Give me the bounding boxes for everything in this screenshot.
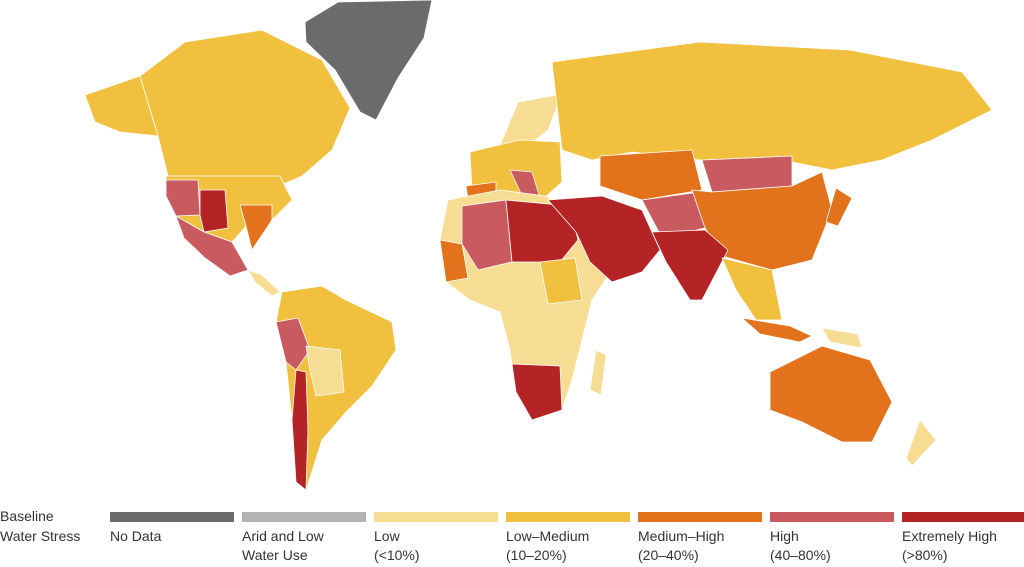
indonesia: [741, 317, 813, 343]
algeria: [461, 199, 513, 271]
greenland: [304, 0, 433, 121]
legend-title: Water Stress: [0, 528, 80, 544]
legend-label: (>80%): [902, 547, 948, 563]
bolivia-paraguay: [305, 345, 345, 397]
new-guinea: [821, 327, 863, 349]
legend-swatch: [110, 512, 234, 522]
india: [651, 229, 729, 301]
mexico: [175, 215, 249, 277]
canada: [139, 29, 351, 191]
legend-label: (<10%): [374, 547, 420, 563]
usa-west: [165, 179, 201, 217]
usa-southeast: [239, 204, 273, 251]
madagascar: [589, 349, 607, 396]
middle-east: [547, 195, 661, 283]
australia: [769, 345, 893, 443]
legend-swatch: [506, 512, 630, 522]
southern-africa: [511, 363, 563, 421]
legend-label: (10–20%): [506, 547, 567, 563]
legend-label: Arid and Low: [242, 528, 325, 544]
kazakhstan: [599, 149, 703, 201]
new-zealand: [905, 419, 937, 467]
chile: [291, 369, 309, 491]
mauritania: [439, 239, 469, 283]
legend-label: Low–Medium: [506, 528, 589, 544]
southeast-asia: [721, 257, 783, 321]
japan: [825, 187, 853, 227]
legend-label: Medium–High: [638, 528, 724, 544]
central-america: [247, 269, 281, 297]
peru: [275, 317, 311, 371]
legend-label: Extremely High: [902, 528, 997, 544]
legend: Baseline Water Stress No Data Arid and Low W…: [0, 508, 1024, 563]
legend-swatch: [902, 512, 1024, 522]
legend-label: Low: [374, 528, 401, 544]
legend-label: No Data: [110, 528, 162, 544]
legend-label: High: [770, 528, 799, 544]
sudan: [539, 257, 583, 305]
legend-label: Water Use: [242, 547, 308, 563]
legend-swatch: [242, 512, 366, 522]
map-regions: [84, 0, 993, 491]
legend-swatch: [638, 512, 762, 522]
legend-label: (20–40%): [638, 547, 699, 563]
legend-swatch: [374, 512, 498, 522]
legend-title: Baseline: [0, 508, 54, 524]
russia: [551, 41, 993, 171]
mongolia: [701, 155, 793, 193]
alaska: [84, 75, 159, 137]
legend-label: (40–80%): [770, 547, 831, 563]
usa-southwest: [199, 189, 229, 233]
legend-swatch: [770, 512, 894, 522]
